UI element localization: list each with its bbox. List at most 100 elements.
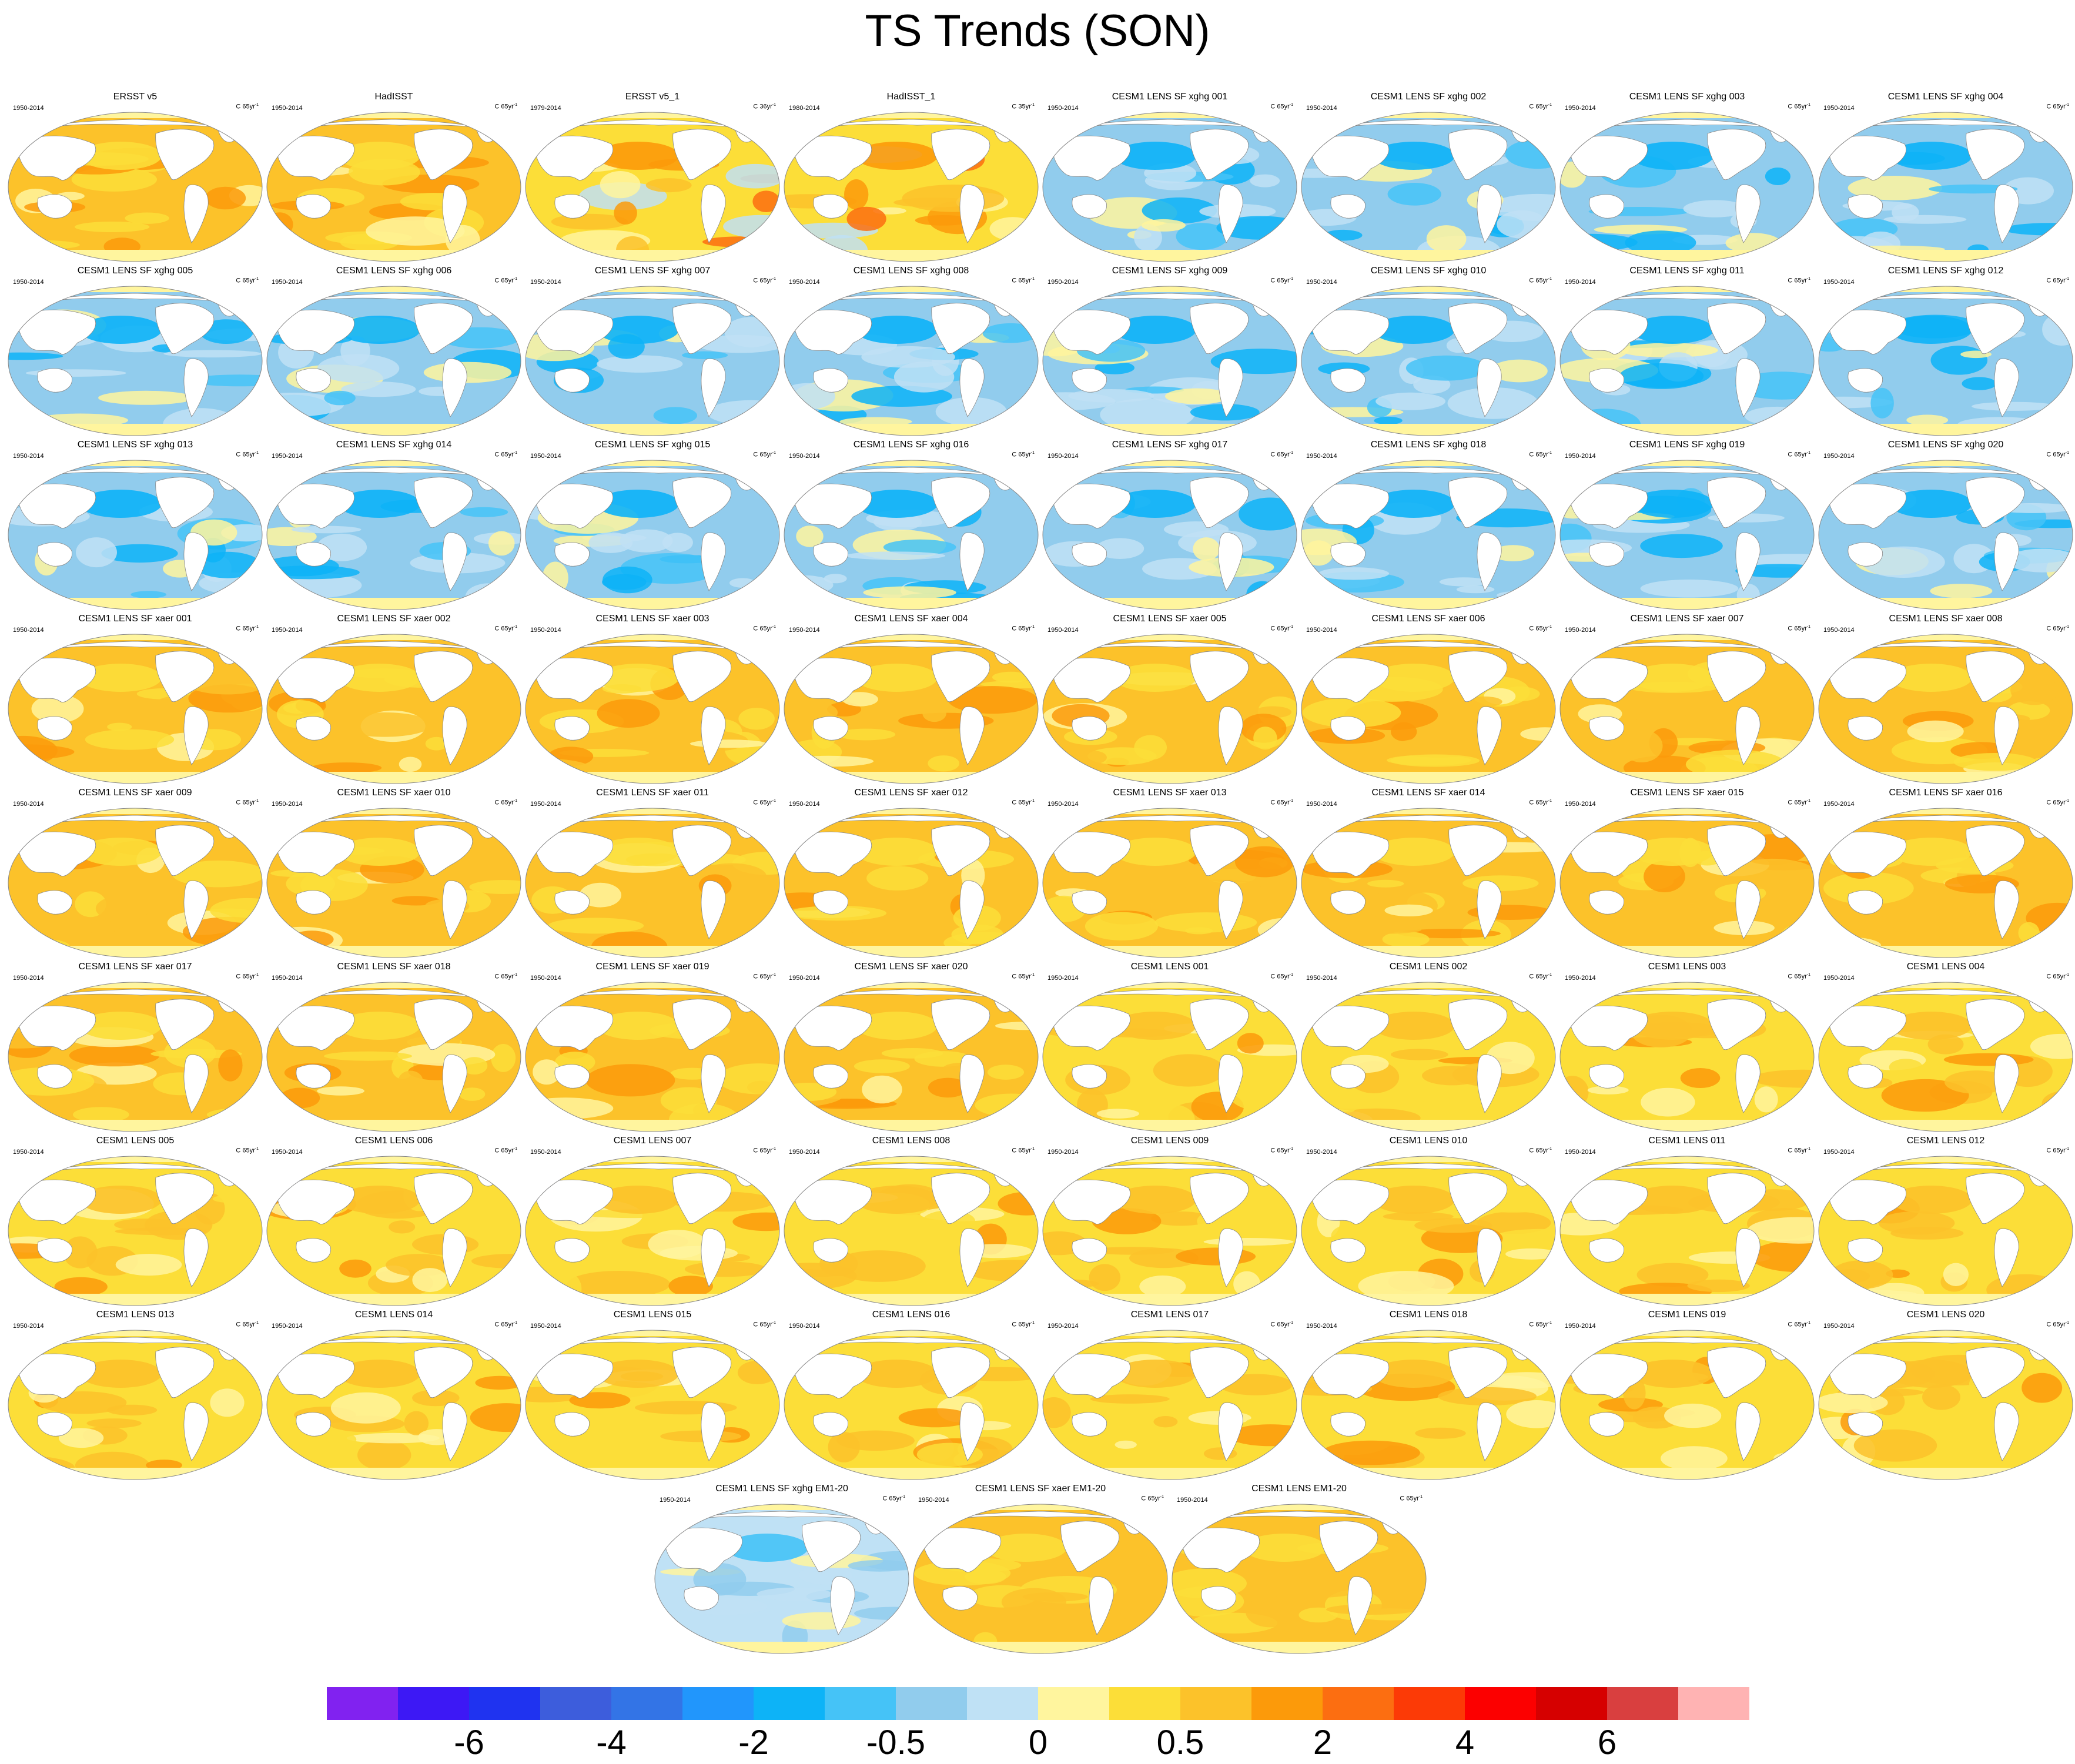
panel-title: CESM1 LENS SF xghg 006 (336, 266, 452, 276)
colorbar-tick-label: -6 (454, 1723, 484, 1762)
panel-years: 1950-2014 (1047, 801, 1079, 808)
panel-title: CESM1 LENS SF xaer 016 (1889, 788, 2003, 798)
panel-title: CESM1 LENS SF xghg 016 (853, 440, 969, 450)
panel-title: CESM1 LENS 005 (96, 1136, 175, 1146)
map-panel: CESM1 LENS SF xghg 009 1950-2014 C 65yr-1 (1040, 265, 1299, 441)
panel-years: 1950-2014 (530, 627, 561, 634)
colorbar-swatch (398, 1687, 470, 1720)
panel-units: C 65yr-1 (2046, 451, 2069, 458)
panel-title: CESM1 LENS SF xghg 003 (1629, 92, 1745, 102)
panel-units: C 65yr-1 (1270, 1321, 1293, 1328)
colorbar-swatch (540, 1687, 612, 1720)
panel-title: CESM1 LENS 011 (1648, 1136, 1726, 1146)
panel-units: C 35yr-1 (1012, 103, 1035, 111)
panel-units: C 65yr-1 (1012, 1147, 1035, 1154)
panel-title: CESM1 LENS 009 (1130, 1136, 1209, 1146)
panel-units: C 65yr-1 (1270, 451, 1293, 458)
map-panel: CESM1 LENS 007 1950-2014 C 65yr-1 (523, 1135, 782, 1311)
panel-years: 1950-2014 (1565, 453, 1596, 460)
panel-years: 1950-2014 (1047, 627, 1079, 634)
map-panel: CESM1 LENS SF xghg 004 1950-2014 C 65yr-1 (1816, 91, 2075, 267)
robinson-map (1042, 634, 1297, 784)
panel-units: C 65yr-1 (882, 1495, 905, 1502)
colorbar-swatch (967, 1687, 1039, 1720)
panel-title: CESM1 LENS 017 (1130, 1310, 1209, 1320)
panel-years: 1950-2014 (1823, 801, 1855, 808)
map-panel: CESM1 LENS 008 1950-2014 C 65yr-1 (782, 1135, 1040, 1311)
map-panel: CESM1 LENS SF xghg 011 1950-2014 C 65yr-1 (1558, 265, 1816, 441)
panel-years: 1950-2014 (1306, 1323, 1337, 1330)
panel-title: CESM1 LENS SF xghg 018 (1370, 440, 1487, 450)
panel-units: C 65yr-1 (1270, 1147, 1293, 1154)
panel-title: CESM1 LENS SF xghg 004 (1887, 92, 2004, 102)
robinson-map (1559, 1330, 1815, 1480)
panel-years: 1950-2014 (789, 279, 820, 286)
panel-years: 1950-2014 (1047, 1149, 1079, 1156)
robinson-map (1818, 1156, 2073, 1306)
panel-years: 1950-2014 (530, 453, 561, 460)
colorbar-swatch (1536, 1687, 1608, 1720)
panel-title: CESM1 LENS 008 (872, 1136, 951, 1146)
map-panel: CESM1 LENS SF xghg 018 1950-2014 C 65yr-1 (1299, 439, 1558, 615)
panel-units: C 65yr-1 (236, 277, 259, 284)
panel-units: C 65yr-1 (1012, 277, 1035, 284)
panel-units: C 65yr-1 (1788, 625, 1810, 632)
panel-units: C 65yr-1 (2046, 625, 2069, 632)
panel-title: CESM1 LENS SF xghg 013 (77, 440, 193, 450)
panel-title: CESM1 LENS 013 (96, 1310, 175, 1320)
panel-years: 1950-2014 (530, 279, 561, 286)
panel-title: CESM1 LENS SF xghg EM1-20 (715, 1484, 848, 1494)
panel-title: CESM1 LENS SF xaer 004 (854, 614, 968, 624)
map-panel: CESM1 LENS SF xaer 003 1950-2014 C 65yr-1 (523, 613, 782, 789)
panel-title: CESM1 LENS SF xaer 005 (1113, 614, 1227, 624)
panel-units: C 65yr-1 (1788, 1321, 1810, 1328)
panel-years: 1950-2014 (789, 453, 820, 460)
robinson-map (1172, 1504, 1427, 1654)
panel-title: CESM1 LENS EM1-20 (1251, 1484, 1347, 1494)
robinson-map (8, 1156, 263, 1306)
robinson-map (8, 286, 263, 436)
panel-years: 1950-2014 (530, 975, 561, 982)
panel-years: 1950-2014 (1823, 1323, 1855, 1330)
panel-title: CESM1 LENS SF xghg 019 (1629, 440, 1745, 450)
panel-title: CESM1 LENS SF xaer 014 (1371, 788, 1485, 798)
map-panel: CESM1 LENS 010 1950-2014 C 65yr-1 (1299, 1135, 1558, 1311)
map-panel: CESM1 LENS 011 1950-2014 C 65yr-1 (1558, 1135, 1816, 1311)
figure-title: TS Trends (SON) (865, 6, 1210, 56)
map-panels-grid: ERSST v5 1950-2014 C 65yr-1 HadISST 1950-201… (6, 91, 2075, 1654)
panel-units: C 65yr-1 (753, 1321, 776, 1328)
panel-years: 1950-2014 (1047, 105, 1079, 112)
colorbar-tick-label: 2 (1313, 1723, 1333, 1762)
panel-units: C 65yr-1 (2046, 103, 2069, 111)
panel-units: C 65yr-1 (2046, 1321, 2069, 1328)
map-panel: CESM1 LENS SF xaer 019 1950-2014 C 65yr-1 (523, 961, 782, 1137)
colorbar-swatch (825, 1687, 896, 1720)
panel-title: CESM1 LENS 007 (613, 1136, 692, 1146)
robinson-map (784, 1156, 1039, 1306)
map-panel: CESM1 LENS SF xghg 005 1950-2014 C 65yr-1 (6, 265, 265, 441)
map-panel: CESM1 LENS 001 1950-2014 C 65yr-1 (1040, 961, 1299, 1137)
robinson-map (1559, 286, 1815, 436)
panel-units: C 65yr-1 (494, 451, 517, 458)
panel-units: C 65yr-1 (753, 625, 776, 632)
panel-years: 1950-2014 (272, 1323, 303, 1330)
colorbar-swatch (1109, 1687, 1181, 1720)
robinson-map (525, 286, 780, 436)
panel-units: C 65yr-1 (236, 451, 259, 458)
robinson-map (784, 982, 1039, 1132)
panel-units: C 65yr-1 (1529, 625, 1552, 632)
robinson-map (784, 634, 1039, 784)
panel-years: 1950-2014 (1565, 279, 1596, 286)
panel-units: C 65yr-1 (1270, 277, 1293, 284)
map-panel: CESM1 LENS SF xghg 015 1950-2014 C 65yr-1 (523, 439, 782, 615)
map-panel: CESM1 LENS SF xaer 012 1950-2014 C 65yr-1 (782, 787, 1040, 963)
robinson-map (266, 112, 521, 262)
panel-years: 1950-2014 (789, 1323, 820, 1330)
robinson-map (266, 634, 521, 784)
robinson-map (1818, 634, 2073, 784)
colorbar-swatch (1180, 1687, 1252, 1720)
panel-units: C 65yr-1 (236, 625, 259, 632)
map-panel: CESM1 LENS 018 1950-2014 C 65yr-1 (1299, 1309, 1558, 1485)
panel-title: CESM1 LENS 001 (1130, 962, 1209, 972)
panel-years: 1950-2014 (1047, 975, 1079, 982)
